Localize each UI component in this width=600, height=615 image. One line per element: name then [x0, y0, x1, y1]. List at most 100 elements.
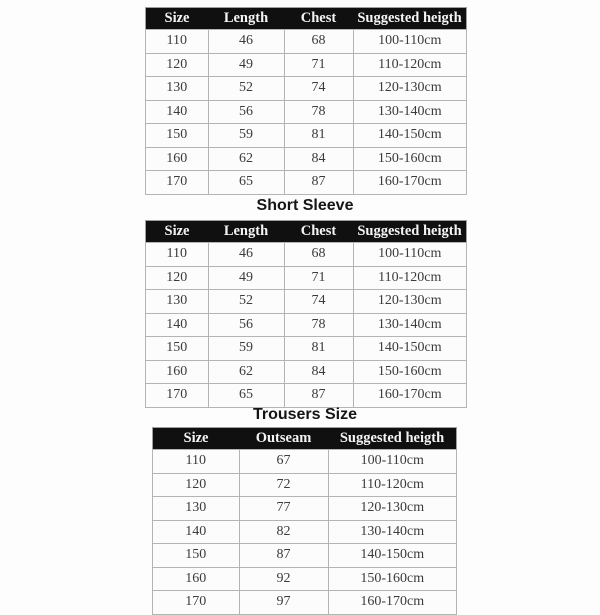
- table-cell: 160: [152, 566, 240, 591]
- table-cell: 110: [145, 29, 209, 54]
- table-cell: 140-150cm: [327, 543, 457, 568]
- table-cell: 160: [145, 146, 209, 171]
- table-cell: 130: [152, 496, 240, 521]
- table-cell: 56: [207, 99, 285, 124]
- table-cell: 68: [283, 29, 354, 54]
- table-cell: 82: [238, 519, 329, 544]
- table-cell: 120-130cm: [352, 76, 467, 101]
- table-row: 160 62 84 150-160cm: [145, 146, 467, 171]
- header-row: Size Length Chest Suggested heigth: [145, 220, 467, 243]
- table-cell: 170: [152, 590, 240, 615]
- column-header: Size: [152, 427, 239, 450]
- table-row: 150 87 140-150cm: [152, 543, 457, 568]
- header-row: Size Outseam Suggested heigth: [152, 427, 457, 450]
- column-header: Size: [145, 7, 208, 30]
- table-cell: 140: [145, 99, 209, 124]
- table-row: 170 97 160-170cm: [152, 590, 457, 615]
- table-cell: 59: [207, 123, 285, 148]
- table-cell: 78: [283, 312, 354, 337]
- trousers-size-table: Size Outseam Suggested heigth 110 67 100-110c…: [152, 427, 457, 615]
- table-cell: 160-170cm: [352, 170, 467, 195]
- table-cell: 140: [152, 519, 240, 544]
- table-row: 120 72 110-120cm: [152, 472, 457, 497]
- table-row: 110 46 68 100-110cm: [145, 29, 467, 54]
- table-row: 150 59 81 140-150cm: [145, 336, 467, 361]
- table-cell: 52: [207, 289, 285, 314]
- header-row: Size Length Chest Suggested heigth: [145, 7, 467, 30]
- table-cell: 62: [207, 359, 285, 384]
- section-title-jackets: Jackets Size: [145, 0, 465, 5]
- table-cell: 140-150cm: [352, 336, 467, 361]
- table-row: 160 62 84 150-160cm: [145, 359, 467, 384]
- table-cell: 110-120cm: [352, 265, 467, 290]
- table-cell: 160: [145, 359, 209, 384]
- table-cell: 140: [145, 312, 209, 337]
- table-cell: 65: [207, 383, 285, 408]
- table-cell: 160-170cm: [327, 590, 457, 615]
- column-header: Suggested heigth: [353, 7, 467, 30]
- table-row: 130 77 120-130cm: [152, 496, 457, 521]
- table-cell: 160-170cm: [352, 383, 467, 408]
- table-cell: 150-160cm: [327, 566, 457, 591]
- column-header: Suggested heigth: [328, 427, 457, 450]
- table-cell: 78: [283, 99, 354, 124]
- column-header: Size: [145, 220, 208, 243]
- table-row: 120 49 71 110-120cm: [145, 52, 467, 77]
- table-cell: 59: [207, 336, 285, 361]
- table-cell: 87: [283, 383, 354, 408]
- column-header: Chest: [284, 7, 353, 30]
- table-cell: 110-120cm: [327, 472, 457, 497]
- table-row: 130 52 74 120-130cm: [145, 289, 467, 314]
- table-row: 120 49 71 110-120cm: [145, 265, 467, 290]
- table-cell: 140-150cm: [352, 123, 467, 148]
- table-cell: 81: [283, 123, 354, 148]
- table-cell: 170: [145, 170, 209, 195]
- table-cell: 84: [283, 359, 354, 384]
- table-row: 140 56 78 130-140cm: [145, 99, 467, 124]
- section-title-short-sleeve: Short Sleeve: [256, 197, 354, 214]
- table-cell: 46: [207, 242, 285, 267]
- table-cell: 52: [207, 76, 285, 101]
- section-title-trousers: Trousers Size: [252, 406, 358, 423]
- table-cell: 72: [238, 472, 329, 497]
- table-cell: 150-160cm: [352, 146, 467, 171]
- table-row: 110 67 100-110cm: [152, 449, 457, 474]
- table-cell: 120: [145, 52, 209, 77]
- table-cell: 120-130cm: [352, 289, 467, 314]
- table-cell: 67: [238, 449, 329, 474]
- table-cell: 170: [145, 383, 209, 408]
- table-cell: 92: [238, 566, 329, 591]
- table-cell: 74: [283, 76, 354, 101]
- table-row: 140 56 78 130-140cm: [145, 312, 467, 337]
- table-cell: 100-110cm: [352, 29, 467, 54]
- table-row: 130 52 74 120-130cm: [145, 76, 467, 101]
- table-cell: 49: [207, 52, 285, 77]
- table-row: 110 46 68 100-110cm: [145, 242, 467, 267]
- table-cell: 110: [152, 449, 240, 474]
- table-cell: 130-140cm: [352, 99, 467, 124]
- table-cell: 150-160cm: [352, 359, 467, 384]
- table-cell: 130-140cm: [327, 519, 457, 544]
- table-row: 140 82 130-140cm: [152, 519, 457, 544]
- column-header: Outseam: [239, 427, 328, 450]
- table-cell: 71: [283, 52, 354, 77]
- table-cell: 97: [238, 590, 329, 615]
- table-row: 170 65 87 160-170cm: [145, 383, 467, 408]
- table-cell: 150: [145, 123, 209, 148]
- table-cell: 120-130cm: [327, 496, 457, 521]
- column-header: Length: [208, 7, 284, 30]
- column-header: Chest: [284, 220, 353, 243]
- table-row: 150 59 81 140-150cm: [145, 123, 467, 148]
- table-cell: 84: [283, 146, 354, 171]
- jackets-size-title-clipped: Jackets Size: [145, 0, 465, 5]
- table-cell: 74: [283, 289, 354, 314]
- short-sleeve-size-table: Size Length Chest Suggested heigth 110 46 68 10…: [145, 220, 467, 408]
- table-cell: 110-120cm: [352, 52, 467, 77]
- table-cell: 100-110cm: [327, 449, 457, 474]
- table-cell: 81: [283, 336, 354, 361]
- table-cell: 130: [145, 289, 209, 314]
- table-cell: 130-140cm: [352, 312, 467, 337]
- table-cell: 120: [152, 472, 240, 497]
- table-cell: 68: [283, 242, 354, 267]
- table-cell: 110: [145, 242, 209, 267]
